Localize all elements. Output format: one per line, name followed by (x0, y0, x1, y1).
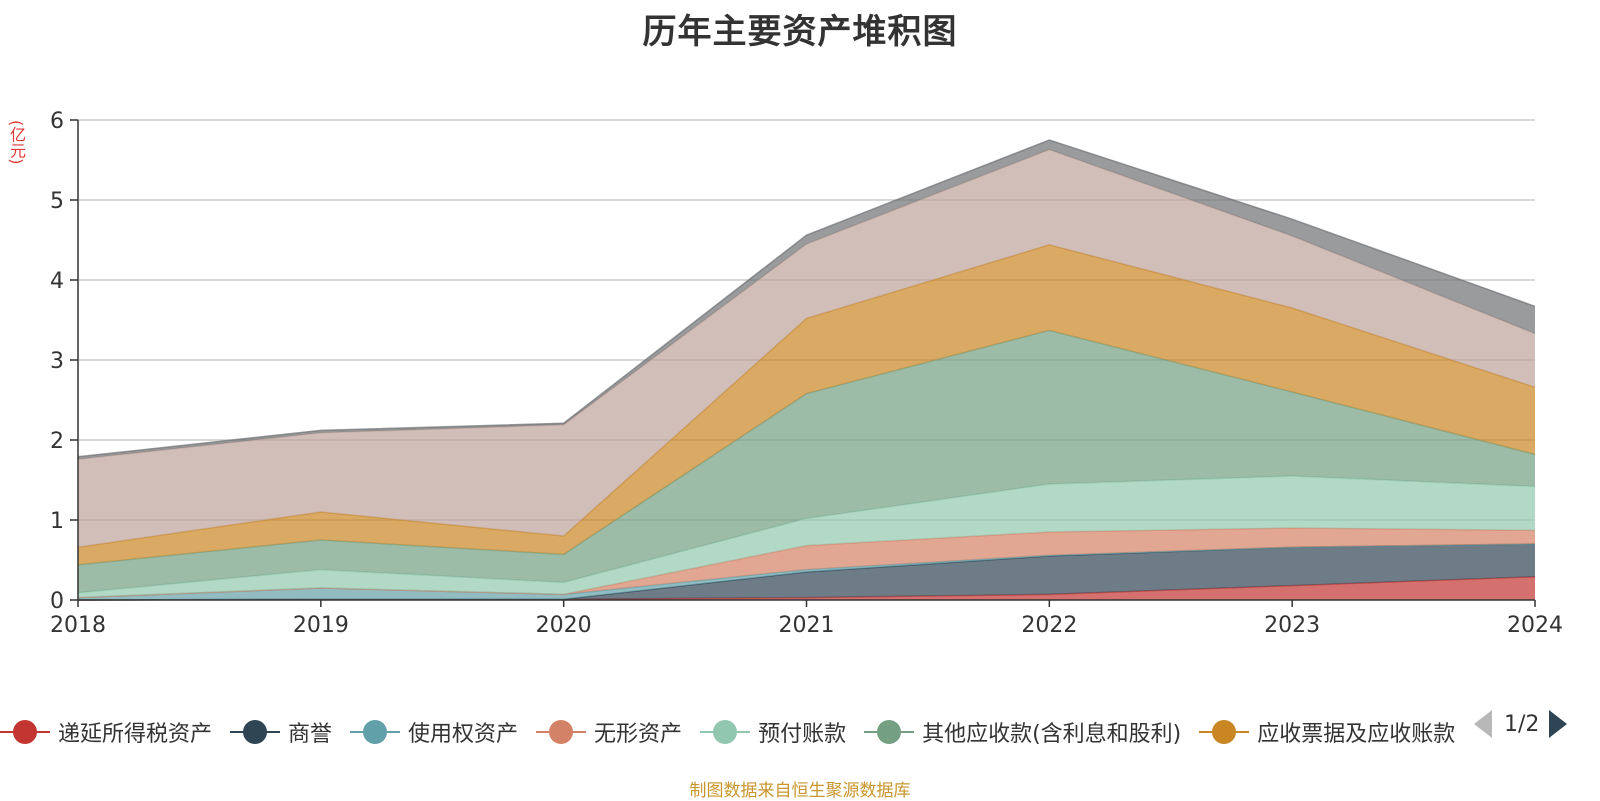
legend-label: 应收票据及应收账款 (1257, 722, 1456, 747)
x-tick-label: 2024 (1507, 613, 1563, 638)
y-tick-label: 3 (50, 349, 64, 374)
legend-item[interactable]: 商誉 (230, 712, 332, 752)
area-1 (78, 576, 1535, 600)
triangle-left-icon[interactable] (1474, 710, 1492, 738)
legend-label: 递延所得税资产 (58, 722, 213, 747)
x-tick-label: 2023 (1264, 613, 1320, 638)
area-5 (78, 476, 1535, 598)
x-tick-label: 2021 (779, 613, 835, 638)
legend-label: 预付账款 (758, 722, 847, 747)
stacked-area-chart: 0 1 2 3 4 5 6 2018 2019 2020 2021 2022 2023 2024 (50, 109, 1563, 638)
area-7 (78, 244, 1535, 565)
legend-item[interactable]: 无形资产 (536, 712, 682, 752)
chart-title: 历年主要资产堆积图 (642, 12, 958, 52)
legend: 递延所得税资产 商誉 使用权资产 无形资产 预付账款 其他应收款(含利息和股利) 应收票据及… (0, 712, 1490, 752)
triangle-right-icon[interactable] (1549, 710, 1568, 738)
area-series-group (77, 139, 1536, 601)
legend-item[interactable]: 其他应收款(含利息和股利) (864, 712, 1181, 752)
area-6 (78, 330, 1535, 593)
area-4 (78, 528, 1535, 598)
legend-label: 无形资产 (594, 722, 683, 747)
y-tick-label: 4 (50, 269, 64, 294)
area-3 (78, 544, 1535, 600)
y-axis-unit-label: (亿元) (7, 120, 26, 165)
legend-marker-icon (1199, 720, 1250, 744)
legend-marker-icon (700, 720, 751, 744)
legend-label: 使用权资产 (408, 722, 519, 747)
legend-pager: 1/2 (1470, 704, 1600, 744)
legend-item[interactable]: 递延所得税资产 (0, 712, 212, 752)
legend-marker-icon (536, 720, 587, 744)
legend-label: 商誉 (288, 722, 333, 747)
legend-item[interactable]: 使用权资产 (350, 712, 518, 752)
x-tick-label: 2019 (293, 613, 349, 638)
legend-label: 其他应收款(含利息和股利) (922, 722, 1182, 747)
legend-item[interactable]: 应收票据及应收账款 (1199, 712, 1455, 752)
y-tick-label: 5 (50, 189, 64, 214)
area-line-9 (77, 139, 1536, 458)
legend-marker-icon (230, 720, 281, 744)
x-tick-label: 2018 (50, 613, 106, 638)
y-tick-label: 0 (50, 589, 64, 614)
legend-item[interactable]: 预付账款 (700, 712, 846, 752)
data-source-note: 制图数据来自恒生聚源数据库 (689, 781, 911, 801)
legend-marker-icon (350, 720, 401, 744)
legend-page-indicator: 1/2 (1504, 711, 1540, 737)
legend-marker-icon (864, 720, 915, 744)
x-tick-label: 2022 (1021, 613, 1077, 638)
y-tick-label: 6 (50, 109, 64, 134)
y-tick-label: 1 (50, 509, 64, 534)
y-tick-label: 2 (50, 429, 64, 454)
axes: 0 1 2 3 4 5 6 2018 2019 2020 2021 2022 2023 2024 (50, 109, 1563, 638)
legend-marker-icon (0, 720, 50, 744)
area-8 (78, 149, 1535, 548)
x-tick-label: 2020 (536, 613, 592, 638)
